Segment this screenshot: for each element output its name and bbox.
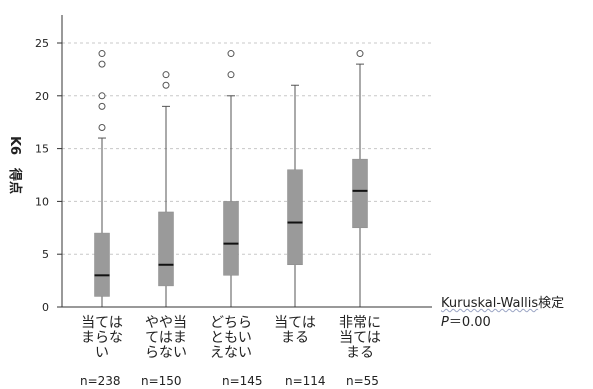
x-category-label: えない <box>210 345 252 361</box>
x-category-label: まる <box>346 345 374 361</box>
box <box>287 169 303 266</box>
sample-count: n=55 <box>346 374 379 388</box>
y-tick-label: 20 <box>35 90 49 103</box>
sample-count: n=145 <box>222 374 263 388</box>
x-category-label: てはま <box>145 330 187 346</box>
outlier-point <box>98 50 106 58</box>
p-value: ＝0.00 <box>448 315 491 330</box>
test-annotation: Kuruskal-Wallis検定 <box>441 295 564 312</box>
x-category-label: やや当 <box>145 315 187 331</box>
box <box>223 201 239 276</box>
y-tick-label: 5 <box>42 248 49 261</box>
outlier-point <box>98 102 106 110</box>
box-group <box>158 71 174 308</box>
box-group <box>223 50 239 308</box>
y-tick-label: 15 <box>35 143 49 156</box>
y-tick-label: 10 <box>35 195 49 208</box>
x-category-label: 当ては <box>274 315 316 331</box>
outlier-point <box>98 92 106 100</box>
y-tick-label: 0 <box>42 301 49 314</box>
outlier-point <box>162 71 170 79</box>
x-category-label: まる <box>281 330 309 346</box>
outlier-point <box>98 123 106 131</box>
outlier-point <box>162 81 170 89</box>
box-group <box>352 50 368 308</box>
p-symbol: P <box>441 315 449 330</box>
box <box>94 232 110 297</box>
test-suffix: 検定 <box>538 296 565 311</box>
x-category-label: まらな <box>81 330 123 346</box>
boxes <box>94 50 368 308</box>
box-group <box>287 84 303 308</box>
x-category-label: 当ては <box>81 315 123 331</box>
outlier-point <box>227 71 235 79</box>
outlier-point <box>227 50 235 58</box>
box <box>158 211 174 287</box>
y-axis: 0 5 10 15 20 25 <box>35 15 63 314</box>
x-category-label: らない <box>145 345 187 361</box>
sample-count: n=150 <box>141 374 182 388</box>
grid-lines <box>62 42 432 255</box>
outlier-point <box>356 50 364 58</box>
p-value-annotation: P＝0.00 <box>441 314 491 331</box>
box-group <box>94 50 110 308</box>
x-category-label: い <box>95 345 109 361</box>
y-tick-label: 25 <box>35 37 49 50</box>
x-category-label: 当ては <box>339 330 381 346</box>
x-category-label: どちら <box>210 315 252 331</box>
sample-count: n=238 <box>80 374 121 388</box>
test-name: Kuruskal-Wallis <box>441 296 539 311</box>
outlier-point <box>98 60 106 68</box>
x-category-label: 非常に <box>339 315 381 331</box>
sample-count: n=114 <box>285 374 326 388</box>
x-category-label: ともい <box>210 330 252 346</box>
y-axis-label: K6 得点 <box>7 136 23 194</box>
box <box>352 158 368 229</box>
